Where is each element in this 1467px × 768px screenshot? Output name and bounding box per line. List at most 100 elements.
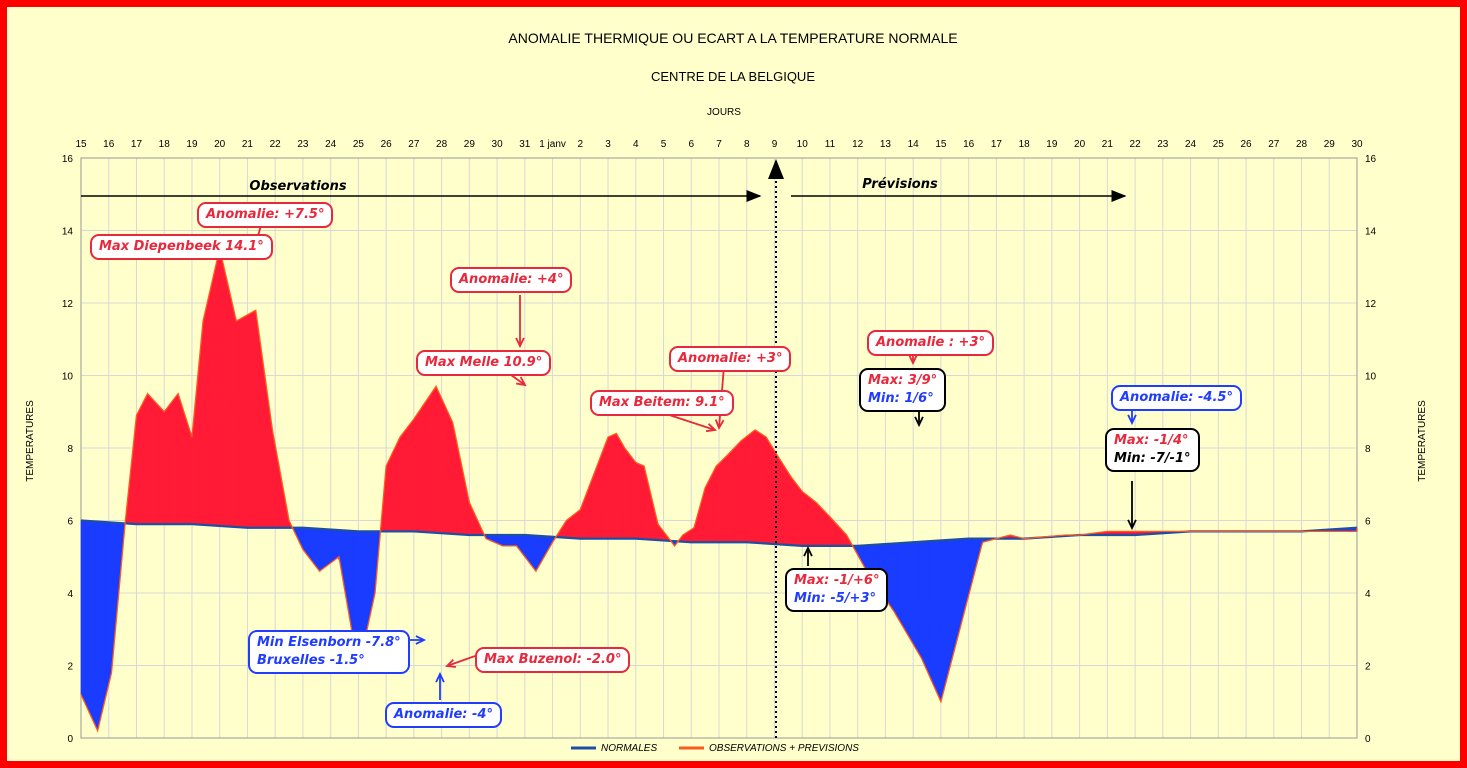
annotation-line: Max: -1/4° — [1114, 433, 1189, 448]
x-tick-label: 30 — [1351, 139, 1363, 150]
chart-subtitle: CENTRE DE LA BELGIQUE — [651, 69, 815, 84]
annotation-box: Anomalie: +7.5° — [197, 202, 334, 228]
y-tick-label-left: 0 — [67, 734, 73, 745]
x-tick-label: 8 — [744, 139, 750, 150]
y-tick-label-left: 12 — [62, 299, 74, 310]
annotation-box: Max: -1/4° Min: -7/-1° — [1105, 428, 1200, 472]
annotation-box: Max Buzenol: -2.0° — [475, 647, 631, 673]
annotation-box: Min Elsenborn -7.8° Bruxelles -1.5° — [248, 630, 410, 674]
y-axis-label-right: TEMPERATURES — [1417, 400, 1428, 482]
annotation-line: Anomalie: +4° — [459, 272, 564, 287]
x-tick-label: 21 — [242, 139, 254, 150]
annotation-box: Anomalie: -4° — [385, 702, 502, 728]
annotation-box: Max Beitem: 9.1° — [590, 390, 734, 416]
annotation-line: Max Melle 10.9° — [425, 355, 543, 370]
y-axis-label-left: TEMPERATURES — [25, 400, 36, 482]
annotation-box: Anomalie: +4° — [450, 267, 573, 293]
x-tick-label: 19 — [1046, 139, 1058, 150]
annotation-arrow-head — [515, 376, 527, 387]
x-tick-label: 27 — [1268, 139, 1280, 150]
observations-label: Observations — [249, 179, 346, 194]
annotation-arrow-head — [515, 337, 525, 349]
annotation-line: Min Elsenborn -7.8° — [257, 635, 401, 650]
x-tick-label: 23 — [297, 139, 309, 150]
x-tick-label: 3 — [605, 139, 611, 150]
annotation-line: Max Diepenbeek 14.1° — [99, 239, 264, 254]
annotation-arrow-head — [415, 635, 427, 645]
annotation-box: Anomalie: -4.5° — [1111, 385, 1242, 411]
x-tick-label: 19 — [186, 139, 198, 150]
annotation-box: Max Melle 10.9° — [416, 350, 552, 376]
annotation-line: Min: 1/6° — [868, 391, 934, 406]
y-tick-label-right: 14 — [1365, 227, 1377, 238]
annotation-box: Max Diepenbeek 14.1° — [90, 234, 273, 260]
x-tick-label: 29 — [1324, 139, 1336, 150]
previsions-label: Prévisions — [862, 177, 938, 192]
annotation-arrow-head — [803, 545, 813, 557]
x-tick-label: 23 — [1157, 139, 1169, 150]
y-tick-label-left: 10 — [62, 372, 74, 383]
annotation-arrow-head — [1127, 519, 1137, 531]
x-tick-label: 15 — [75, 139, 87, 150]
x-tick-label: 22 — [1130, 139, 1142, 150]
x-tick-label: 26 — [381, 139, 393, 150]
x-tick-label: 22 — [270, 139, 282, 150]
annotation-arrow-head — [435, 671, 445, 683]
x-tick-label: 31 — [519, 139, 531, 150]
annotation-arrow-head — [1127, 414, 1137, 426]
x-tick-label: 16 — [103, 139, 115, 150]
x-tick-label: 18 — [159, 139, 171, 150]
annotation-arrow-head — [445, 658, 457, 668]
legend-normales-label: NORMALES — [601, 743, 657, 754]
annotation-arrow-head — [705, 423, 717, 433]
annotation-box: Anomalie: +3° — [669, 346, 792, 372]
x-tick-label: 16 — [963, 139, 975, 150]
x-tick-label: 12 — [852, 139, 864, 150]
y-tick-label-left: 16 — [62, 154, 74, 165]
x-tick-label: 15 — [935, 139, 947, 150]
y-tick-label-right: 10 — [1365, 372, 1377, 383]
x-tick-label: 27 — [408, 139, 420, 150]
x-tick-label: 25 — [1213, 139, 1225, 150]
y-tick-label-left: 6 — [67, 517, 73, 528]
x-tick-label: 7 — [716, 139, 722, 150]
y-tick-label-right: 0 — [1365, 734, 1371, 745]
y-tick-label-right: 6 — [1365, 517, 1371, 528]
y-tick-label-right: 8 — [1365, 444, 1371, 455]
observations-line — [80, 248, 1357, 733]
x-tick-label: 10 — [797, 139, 809, 150]
x-tick-label: 17 — [991, 139, 1003, 150]
x-tick-label: 28 — [436, 139, 448, 150]
y-tick-label-right: 12 — [1365, 299, 1377, 310]
x-tick-label: 1 janv — [539, 139, 566, 150]
annotation-line: Max Beitem: 9.1° — [599, 395, 725, 410]
x-tick-label: 6 — [688, 139, 694, 150]
x-tick-label: 26 — [1240, 139, 1252, 150]
y-tick-label-right: 2 — [1365, 662, 1371, 673]
annotation-line: Anomalie: -4° — [394, 707, 493, 722]
x-tick-label: 28 — [1296, 139, 1308, 150]
y-tick-label-left: 4 — [67, 589, 73, 600]
annotation-arrow-head — [714, 419, 725, 431]
x-tick-label: 21 — [1102, 139, 1114, 150]
x-tick-label: 5 — [661, 139, 667, 150]
annotation-line: Min: -7/-1° — [1114, 451, 1191, 466]
x-tick-label: 24 — [325, 139, 337, 150]
annotation-box: Max: -1/+6° Min: -5/+3° — [785, 568, 889, 612]
x-tick-label: 17 — [131, 139, 143, 150]
x-tick-label: 11 — [825, 139, 836, 150]
x-tick-label: 2 — [578, 139, 584, 150]
annotation-line: Anomalie: -4.5° — [1120, 390, 1233, 405]
annotation-line: Anomalie : +3° — [876, 335, 985, 350]
y-tick-label-left: 8 — [67, 444, 73, 455]
normales-line — [80, 519, 1358, 547]
x-tick-label: 20 — [1074, 139, 1086, 150]
y-tick-label-right: 4 — [1365, 589, 1371, 600]
annotation-box: Anomalie : +3° — [867, 330, 994, 356]
annotation-line: Anomalie: +7.5° — [206, 207, 325, 222]
plot-border — [80, 157, 1358, 739]
annotation-line: Max Buzenol: -2.0° — [484, 652, 622, 667]
x-tick-label: 20 — [214, 139, 226, 150]
x-tick-label: 29 — [464, 139, 476, 150]
